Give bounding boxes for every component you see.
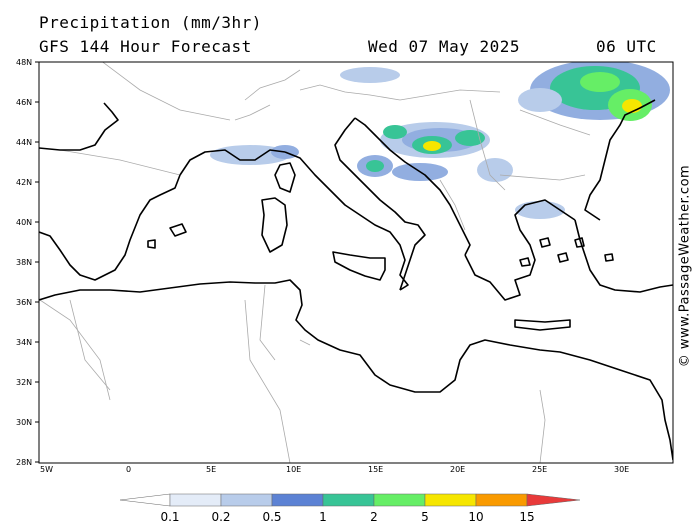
lat-label-32n: 32N (16, 378, 33, 387)
legend-label-0-1: 0.1 (160, 510, 180, 524)
legend-label-15: 15 (519, 510, 535, 524)
lat-label-36n: 36N (16, 298, 33, 307)
lon-label-10e: 10E (286, 465, 302, 474)
lat-label-40n: 40N (16, 218, 33, 227)
precipitation-layer (210, 62, 670, 219)
lat-label-42n: 42N (16, 178, 33, 187)
lat-label-30n: 30N (16, 418, 33, 427)
coastline (39, 99, 673, 461)
lon-label-5w: 5W (40, 465, 53, 474)
lat-label-34n: 34N (16, 338, 33, 347)
credit-text: © www.PassageWeather.com (677, 164, 693, 368)
lon-label-0: 0 (126, 465, 132, 474)
lon-label-25e: 25E (532, 465, 548, 474)
map-title: Precipitation (mm/3hr) (39, 13, 262, 32)
legend-label-10: 10 (468, 510, 484, 524)
map-frame (38, 61, 674, 464)
legend-label-2: 2 (370, 510, 378, 524)
lon-label-30e: 30E (614, 465, 630, 474)
legend-label-5: 5 (421, 510, 429, 524)
lat-label-44n: 44N (16, 138, 33, 147)
lat-label-48n: 48N (16, 58, 33, 67)
lon-label-20e: 20E (450, 465, 466, 474)
legend-label-1: 1 (319, 510, 327, 524)
lat-label-38n: 38N (16, 258, 33, 267)
forecast-date: Wed 07 May 2025 (368, 37, 520, 56)
lon-label-5e: 5E (206, 465, 217, 474)
lat-label-46n: 46N (16, 98, 33, 107)
country-borders (39, 62, 591, 463)
lat-label-28n: 28N (16, 458, 33, 467)
legend-label-0-5: 0.5 (262, 510, 282, 524)
forecast-subtitle: GFS 144 Hour Forecast (39, 37, 252, 56)
axis-ticks (35, 61, 39, 463)
lon-label-15e: 15E (368, 465, 384, 474)
legend-label-0-2: 0.2 (211, 510, 231, 524)
precipitation-colorbar (119, 493, 581, 507)
forecast-time: 06 UTC (596, 37, 657, 56)
